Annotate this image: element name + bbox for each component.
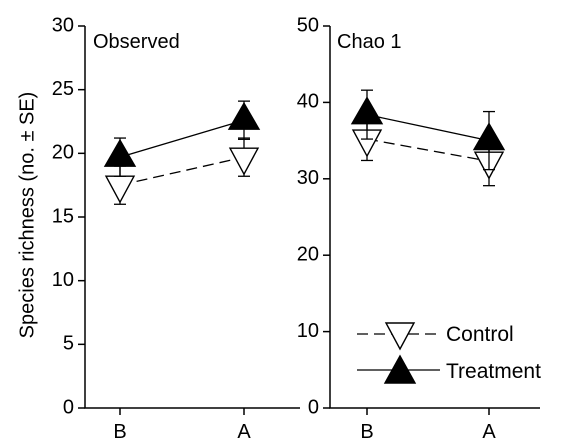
data-point-treatment: [227, 101, 261, 130]
y-tick-label: 20: [297, 243, 319, 265]
y-tick-label: 10: [52, 269, 74, 291]
x-tick-label: A: [482, 421, 496, 443]
y-tick-label: 30: [52, 14, 74, 36]
axis-frame-observed: [84, 26, 300, 409]
y-tick-label: 20: [52, 142, 74, 164]
data-point-control: [228, 147, 260, 176]
axis-frame-chao1: [329, 26, 540, 409]
y-tick-label: 50: [297, 14, 319, 36]
y-tick-label: 40: [297, 91, 319, 113]
y-tick-label: 30: [297, 167, 319, 189]
y-axis-label: Species richness (no. ± SE): [16, 92, 38, 339]
series-line-treatment: [366, 113, 490, 142]
legend-marker-control: [384, 322, 416, 351]
panel-observed: Observed 0 5 10 15 20 25 30 B A: [52, 14, 300, 443]
x-tick-label: B: [360, 421, 373, 443]
legend-label-treatment: Treatment: [446, 360, 541, 383]
y-tick-label: 15: [52, 205, 74, 227]
legend-label-control: Control: [446, 323, 514, 346]
series-line-control: [366, 138, 490, 162]
y-tick-label: 5: [63, 333, 74, 355]
data-point-control: [104, 175, 136, 204]
legend-marker-treatment: [383, 354, 417, 384]
x-tick-label: B: [113, 421, 126, 443]
y-tick-label: 10: [297, 320, 319, 342]
x-tick-label: A: [237, 421, 251, 443]
panel-title-chao1: Chao 1: [337, 31, 402, 53]
legend: Control Treatment: [357, 322, 541, 384]
series-line-treatment: [119, 119, 245, 158]
panel-title-observed: Observed: [93, 31, 180, 53]
data-point-treatment: [103, 138, 137, 167]
y-tick-label: 0: [308, 396, 319, 418]
panel-chao1: Chao 1 0 10 20 30 40 50 B A: [297, 14, 540, 443]
y-tick-label: 0: [63, 396, 74, 418]
series-line-control: [119, 156, 245, 186]
data-point-treatment: [350, 96, 384, 125]
y-tick-label: 25: [52, 78, 74, 100]
data-point-treatment: [472, 122, 506, 151]
